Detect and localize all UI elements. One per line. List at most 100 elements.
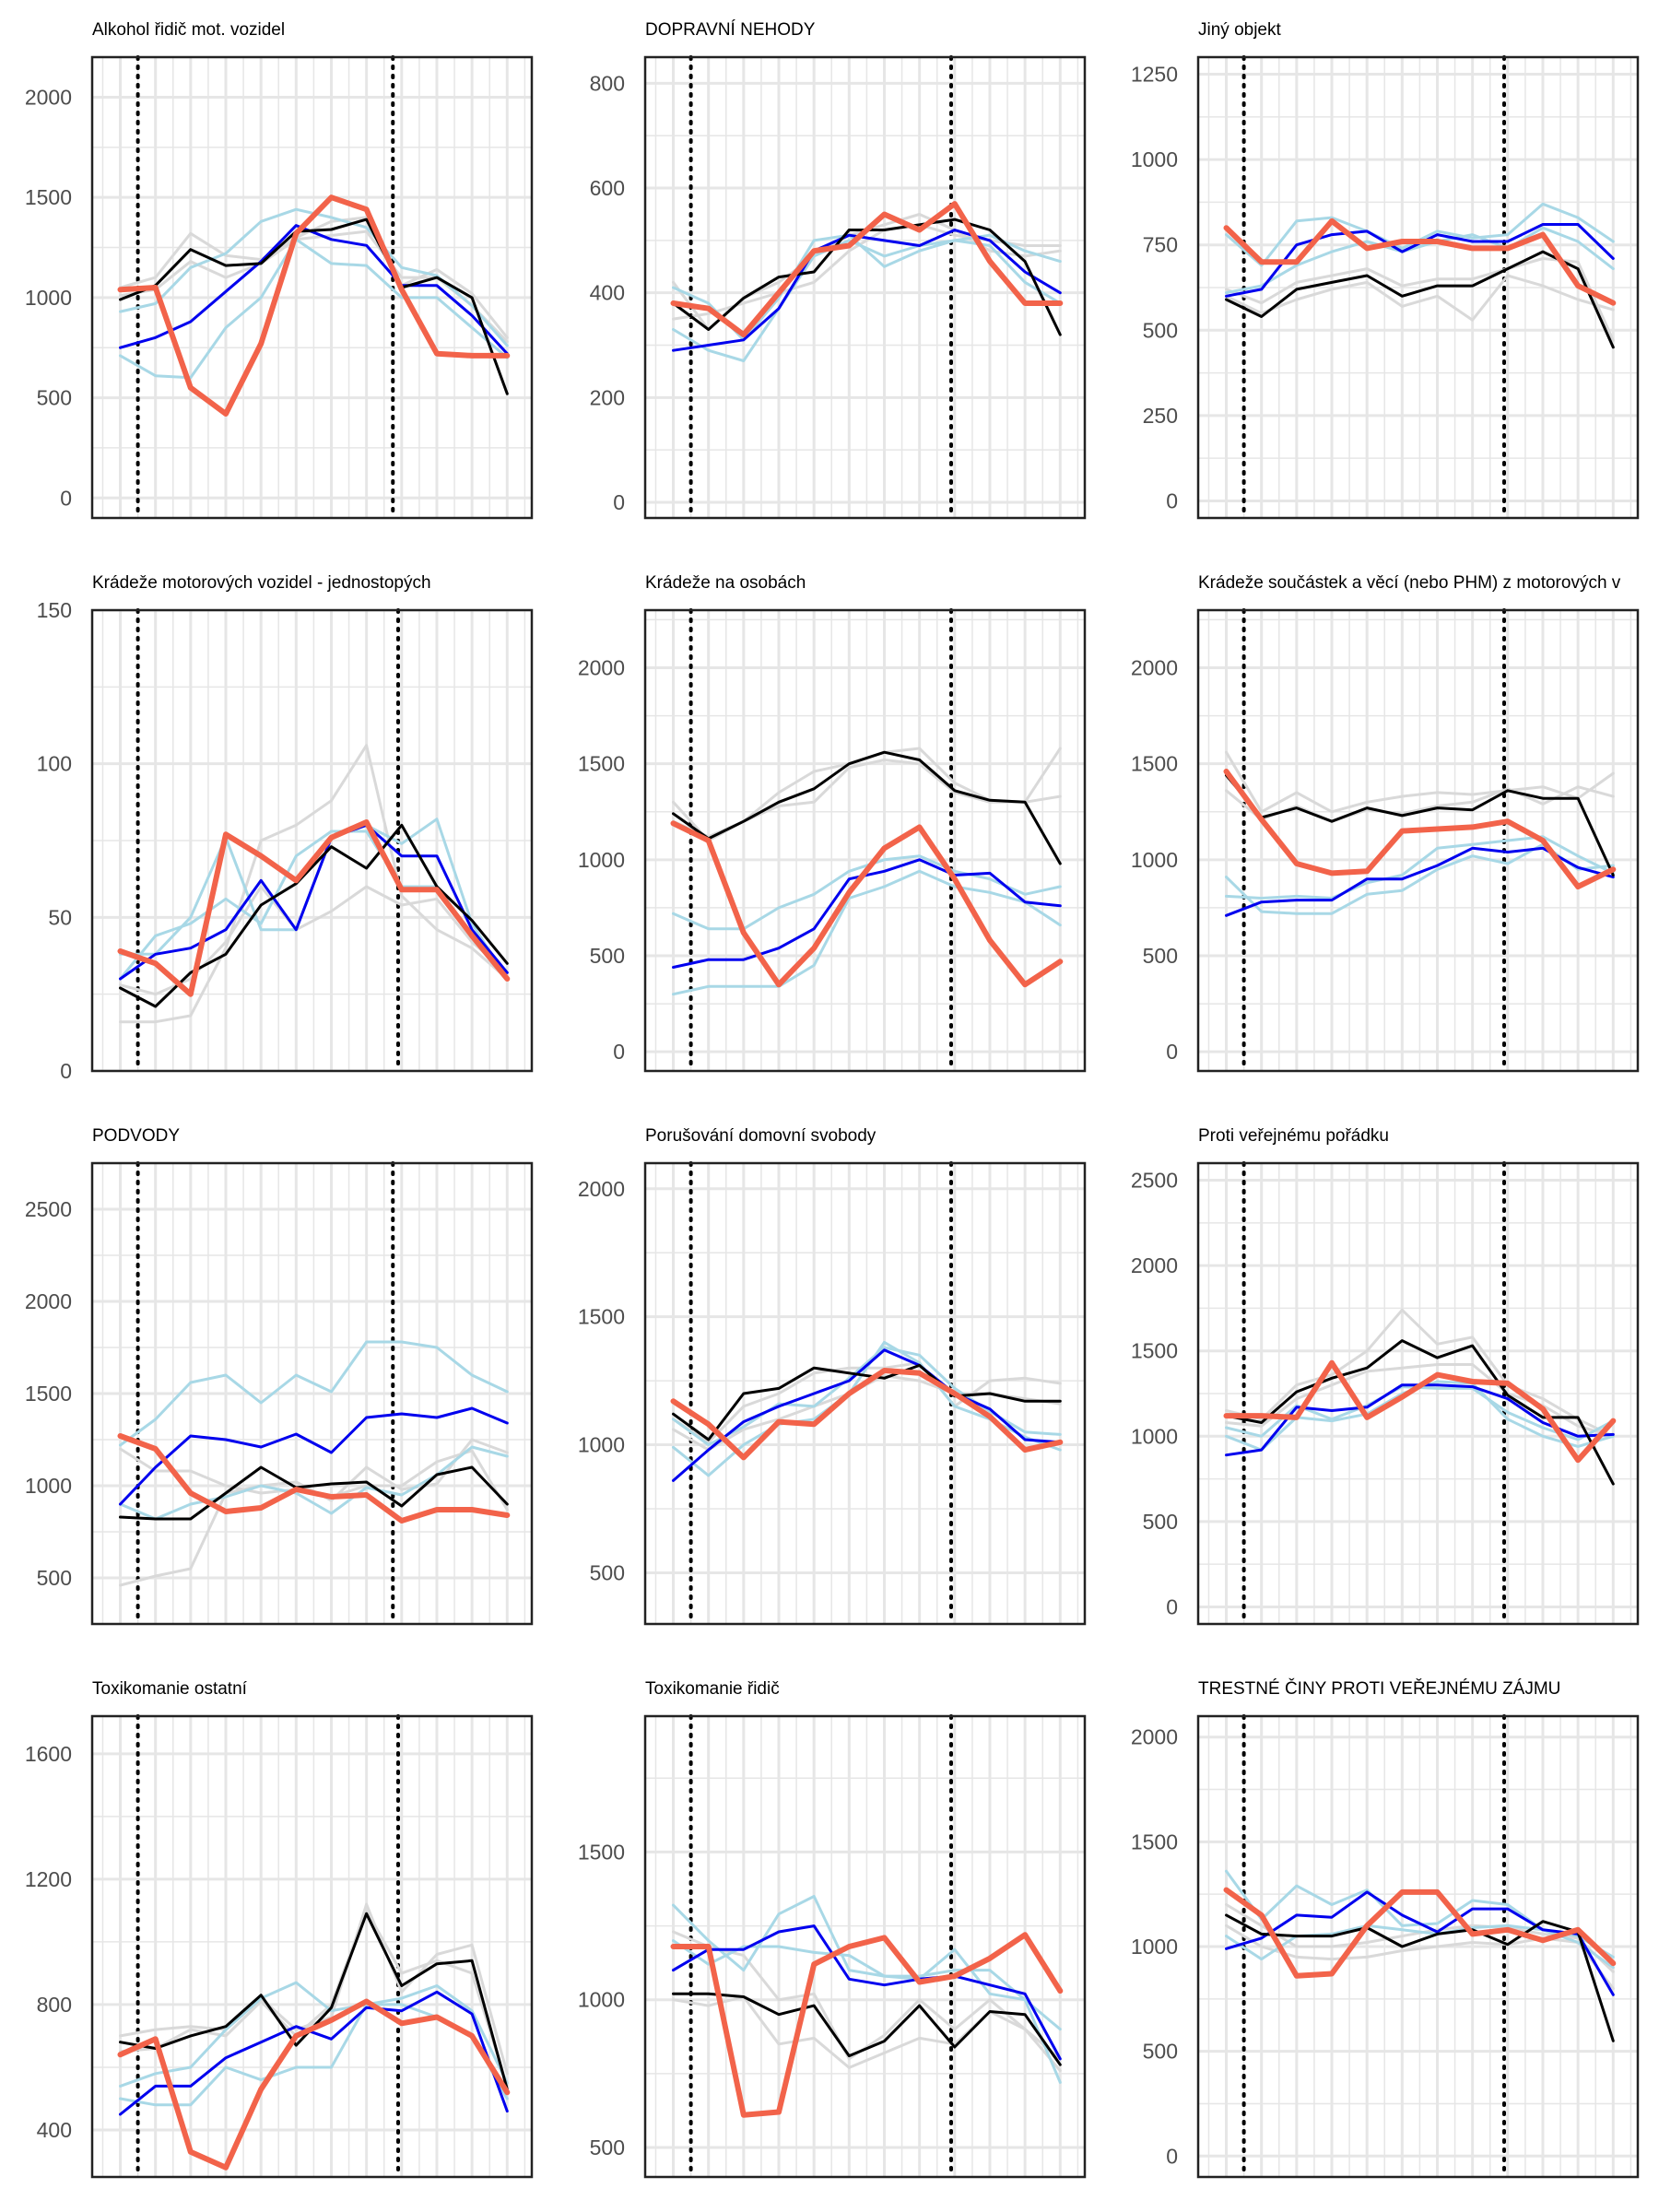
series-group bbox=[670, 747, 1064, 996]
series-line-blue bbox=[119, 1990, 509, 2116]
chart-svg: Toxikomanie řidič 500 1000 1500 bbox=[578, 1679, 1087, 2179]
y-tick-label: 500 bbox=[1143, 318, 1178, 342]
gridlines bbox=[645, 57, 1085, 518]
chart-panel-5: Krádeže na osobách 0 500 1000 1500 2000 bbox=[571, 553, 1106, 1106]
y-tick-label: 0 bbox=[60, 1059, 72, 1083]
chart-panel-3: Jiný objekt 0 250 500 750 1000 1250 bbox=[1124, 0, 1659, 553]
y-tick-label: 1000 bbox=[578, 1988, 625, 2012]
gridlines bbox=[1198, 610, 1638, 1071]
series-line-black bbox=[1225, 250, 1615, 349]
series-line-red bbox=[1223, 1359, 1617, 1464]
y-tick-label: 0 bbox=[613, 490, 625, 514]
series-line-lightblue bbox=[672, 233, 1062, 342]
plot-frame bbox=[643, 1161, 1087, 1626]
series-line-lightblue bbox=[672, 854, 1062, 931]
series-line-grey bbox=[119, 885, 509, 996]
y-tick-label: 1500 bbox=[578, 752, 625, 776]
series-line-grey bbox=[1225, 1308, 1615, 1438]
y-tick-label: 50 bbox=[48, 905, 72, 929]
chart-title: Krádeže na osobách bbox=[645, 573, 806, 593]
y-tick-label: 2000 bbox=[1131, 1253, 1178, 1277]
series-line-red bbox=[670, 201, 1064, 338]
chart-panel-7: PODVODY 500 1000 1500 2000 2500 bbox=[18, 1106, 553, 1659]
series-line-lightblue bbox=[1225, 1924, 1615, 1970]
chart-title: Krádeže součástek a věcí (nebo PHM) z mo… bbox=[1198, 573, 1621, 593]
series-line-black bbox=[119, 218, 509, 395]
y-tick-label: 2000 bbox=[1131, 1725, 1178, 1749]
y-tick-label: 2000 bbox=[578, 1177, 625, 1201]
y-tick-label: 500 bbox=[1143, 944, 1178, 968]
y-tick-label: 1000 bbox=[578, 848, 625, 872]
y-tick-label: 100 bbox=[37, 752, 72, 776]
chart-title: TRESTNÉ ČINY PROTI VEŘEJNÉMU ZÁJMU bbox=[1198, 1678, 1560, 1699]
series-line-red bbox=[670, 820, 1064, 988]
y-tick-label: 750 bbox=[1143, 233, 1178, 257]
series-line-red bbox=[1223, 218, 1617, 306]
chart-svg: TRESTNÉ ČINY PROTI VEŘEJNÉMU ZÁJMU 0 500 10… bbox=[1131, 1678, 1640, 2179]
series-line-black bbox=[1225, 773, 1615, 877]
plot-frame bbox=[90, 608, 534, 1073]
y-tick-label: 1500 bbox=[25, 185, 72, 209]
series-line-grey bbox=[119, 744, 509, 1024]
series-line-black bbox=[672, 1363, 1062, 1441]
plot-frame bbox=[90, 1161, 534, 1626]
chart-title: Krádeže motorových vozidel - jednostopýc… bbox=[92, 573, 431, 593]
y-tick-label: 800 bbox=[590, 71, 625, 95]
chart-svg: Krádeže na osobách 0 500 1000 1500 2000 bbox=[578, 573, 1087, 1073]
series-group bbox=[670, 1895, 1064, 2118]
y-tick-label: 400 bbox=[590, 281, 625, 305]
y-tick-label: 1500 bbox=[25, 1382, 72, 1406]
series-line-black bbox=[119, 823, 509, 1008]
chart-svg: PODVODY 500 1000 1500 2000 2500 bbox=[25, 1126, 534, 1626]
gridlines bbox=[92, 1163, 532, 1624]
chart-panel-6: Krádeže součástek a věcí (nebo PHM) z mo… bbox=[1124, 553, 1659, 1106]
plot-frame bbox=[643, 55, 1087, 520]
y-tick-label: 1500 bbox=[578, 1305, 625, 1329]
series-line-red bbox=[670, 1932, 1064, 2118]
plot-frame bbox=[1196, 1714, 1640, 2179]
y-tick-label: 2000 bbox=[25, 85, 72, 109]
plot-frame bbox=[90, 55, 534, 520]
y-tick-label: 500 bbox=[1143, 2040, 1178, 2064]
y-tick-label: 0 bbox=[1166, 488, 1178, 512]
y-tick-label: 2500 bbox=[25, 1197, 72, 1221]
series-line-grey bbox=[1225, 257, 1615, 342]
y-tick-label: 1500 bbox=[1131, 1339, 1178, 1363]
plot-frame bbox=[1196, 1161, 1640, 1626]
series-group bbox=[117, 194, 511, 417]
series-line-grey bbox=[1225, 274, 1615, 322]
chart-title: PODVODY bbox=[92, 1126, 180, 1146]
chart-title: Toxikomanie řidič bbox=[645, 1679, 780, 1699]
series-group bbox=[1223, 1869, 1617, 2042]
y-tick-label: 1600 bbox=[25, 1742, 72, 1766]
plot-frame bbox=[643, 608, 1087, 1073]
series-line-lightblue bbox=[119, 1981, 509, 2088]
series-line-red bbox=[670, 1368, 1064, 1461]
chart-svg: Krádeže motorových vozidel - jednostopýc… bbox=[37, 573, 534, 1083]
y-tick-label: 600 bbox=[590, 176, 625, 200]
series-line-lightblue bbox=[672, 869, 1062, 996]
series-line-black bbox=[672, 750, 1062, 865]
chart-svg: Alkohol řidič mot. vozidel 0 500 1000 1500 20… bbox=[25, 20, 534, 520]
plot-frame bbox=[643, 1714, 1087, 2179]
y-tick-label: 0 bbox=[1166, 1040, 1178, 1064]
y-tick-label: 1200 bbox=[25, 1867, 72, 1891]
series-line-blue bbox=[119, 823, 509, 981]
series-line-grey bbox=[1225, 750, 1615, 814]
series-line-grey bbox=[672, 1995, 1062, 2073]
chart-svg: DOPRAVNÍ NEHODY 0 200 400 600 800 bbox=[590, 20, 1087, 520]
chart-title: Alkohol řidič mot. vozidel bbox=[92, 20, 285, 40]
y-tick-label: 500 bbox=[590, 2136, 625, 2159]
series-line-lightblue bbox=[672, 1895, 1062, 2084]
chart-title: DOPRAVNÍ NEHODY bbox=[645, 20, 816, 40]
series-group bbox=[1223, 1308, 1617, 1486]
series-line-blue bbox=[672, 229, 1062, 352]
series-line-blue bbox=[119, 224, 509, 356]
y-tick-label: 1500 bbox=[1131, 1830, 1178, 1853]
y-tick-label: 1000 bbox=[25, 286, 72, 310]
series-group bbox=[117, 1340, 511, 1587]
y-tick-label: 400 bbox=[37, 2118, 72, 2142]
y-tick-label: 200 bbox=[590, 385, 625, 409]
chart-panel-12: TRESTNÉ ČINY PROTI VEŘEJNÉMU ZÁJMU 0 500 10… bbox=[1124, 1659, 1659, 2212]
